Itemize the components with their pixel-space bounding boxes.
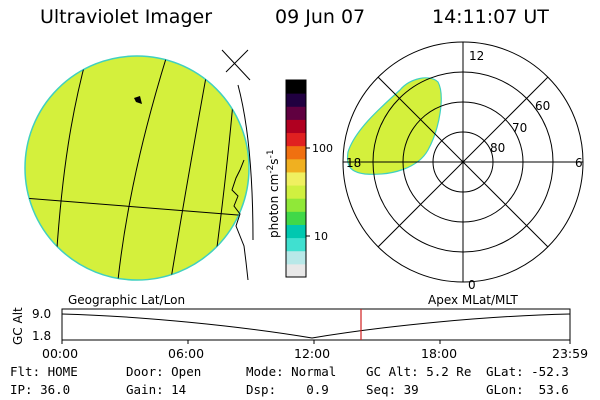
colorbar-segment: [286, 250, 306, 265]
island-mark: [134, 96, 142, 104]
colorbar-segment: [286, 171, 306, 186]
colorbar-unit-exp1: -2: [266, 165, 276, 174]
coastline: [231, 159, 249, 281]
status-glon: GLon: 53.6: [486, 382, 569, 397]
colorbar-segment: [286, 185, 306, 199]
status-gain: Gain: 14: [126, 382, 187, 397]
colorbar-tick-100: 100: [312, 142, 333, 155]
x-tick-2359: 23:59: [552, 346, 588, 361]
polar-emission-region: [346, 77, 442, 175]
colorbar-segment: [286, 80, 306, 94]
colorbar-segment: [286, 106, 306, 120]
timeline-frame: [61, 308, 571, 341]
y-tick-1-8: 1.8: [32, 329, 51, 343]
mlat-label-80: 80: [490, 141, 505, 155]
colorbar-segment: [286, 211, 306, 225]
mlt-label-6: 6: [575, 156, 583, 170]
status-sequence: Seq: 39: [366, 382, 419, 397]
timeline-ticks: [61, 340, 571, 344]
status-ip: IP: 36.0: [10, 382, 71, 397]
status-glat: GLat: -52.3: [486, 364, 569, 379]
mlt-label-12: 12: [469, 49, 484, 63]
mlt-label-0: 0: [468, 278, 476, 292]
x-tick-1200: 12:00: [294, 346, 330, 361]
colorbar-ticks: [306, 147, 310, 237]
colorbar-segment: [286, 132, 306, 147]
instrument-title: Ultraviolet Imager: [40, 6, 213, 28]
colorbar-segment: [286, 93, 306, 107]
x-tick-1800: 18:00: [421, 346, 457, 361]
mlt-label-18: 18: [346, 156, 361, 170]
y-tick-9: 9.0: [32, 307, 51, 321]
colorbar-segment: [286, 224, 306, 239]
colorbar: [285, 79, 307, 278]
mlat-label-60: 60: [535, 99, 550, 113]
timeline-right-label: Apex MLat/MLT: [428, 293, 518, 307]
colorbar-segment: [286, 119, 306, 134]
timeline-left-label: Geographic Lat/Lon: [68, 293, 185, 307]
grid-lines-outside: [221, 49, 254, 241]
colorbar-segment: [286, 237, 306, 252]
observation-date: 09 Jun 07: [275, 6, 366, 28]
colorbar-unit-s: s: [267, 158, 281, 164]
colorbar-unit-text: photon cm: [267, 174, 281, 238]
observation-time: 14:11:07 UT: [432, 6, 549, 28]
colorbar-segment: [286, 198, 306, 212]
svg-text:photon cm-2s-1: photon cm-2s-1: [266, 149, 281, 238]
orbit-timeline: Geographic Lat/Lon Apex MLat/MLT 9.0 1.8…: [11, 293, 588, 361]
colorbar-unit-exp2: -1: [266, 149, 276, 158]
colorbar-segment: [286, 158, 306, 173]
status-gc-altitude: GC Alt: 5.2 Re: [366, 364, 472, 379]
polar-mlt-plot: 12 18 6 0 60 70 80: [342, 41, 584, 292]
geographic-image-panel: [24, 49, 254, 281]
x-tick-0000: 00:00: [42, 346, 78, 361]
colorbar-unit-label: photon cm-2s-1: [266, 149, 281, 238]
mlat-label-70: 70: [512, 121, 527, 135]
status-door: Door: Open: [126, 364, 202, 379]
x-tick-0600: 06:00: [168, 346, 204, 361]
status-mode: Mode: Normal: [246, 364, 337, 379]
status-flight: Flt: HOME: [10, 364, 78, 379]
gc-altitude-curve: [61, 313, 571, 339]
colorbar-segment: [286, 145, 306, 160]
status-dsp: Dsp: 0.9: [246, 382, 329, 397]
polar-axis-diag2: [377, 76, 549, 248]
colorbar-frame: [285, 79, 307, 278]
colorbar-segment: [286, 263, 306, 278]
y-axis-label: GC Alt: [11, 307, 25, 345]
colorbar-tick-10: 10: [314, 230, 328, 243]
